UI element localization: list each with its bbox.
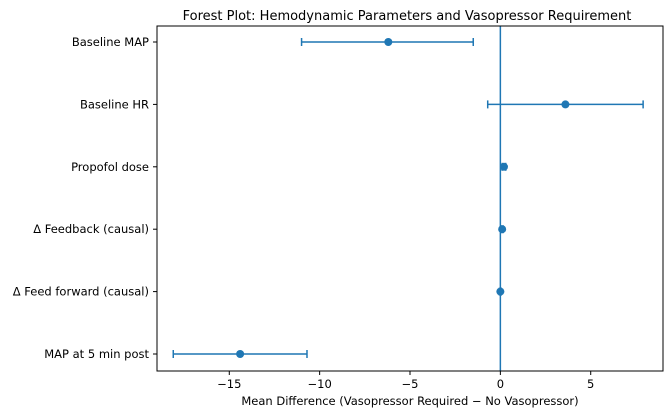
x-tick-label: 0 xyxy=(497,377,504,391)
x-axis-label: Mean Difference (Vasopressor Required − … xyxy=(241,394,578,408)
x-tick-label: −5 xyxy=(402,377,419,391)
y-tick-label: Baseline MAP xyxy=(72,35,149,49)
y-tick-label: Δ Feedback (causal) xyxy=(33,222,149,236)
plot-frame xyxy=(156,25,664,372)
estimate-point xyxy=(498,225,507,234)
x-tick-label: −15 xyxy=(217,377,241,391)
y-tick-label: Propofol dose xyxy=(71,160,149,174)
y-tick-label: Δ Feed forward (causal) xyxy=(13,285,149,299)
plot-area: Baseline MAP Baseline HR Propofol dose Δ Fe… xyxy=(13,26,644,391)
y-tick-label: Baseline HR xyxy=(80,97,149,111)
x-tick-label: 5 xyxy=(587,377,594,391)
estimate-point xyxy=(561,100,570,109)
estimate-point xyxy=(499,162,508,171)
x-tick-label: −10 xyxy=(308,377,332,391)
chart-title: Forest Plot: Hemodynamic Parameters and … xyxy=(183,9,632,24)
estimate-point xyxy=(496,287,505,296)
estimate-point xyxy=(236,350,245,358)
y-tick-label: MAP at 5 min post xyxy=(44,347,149,361)
estimate-point xyxy=(384,38,393,46)
